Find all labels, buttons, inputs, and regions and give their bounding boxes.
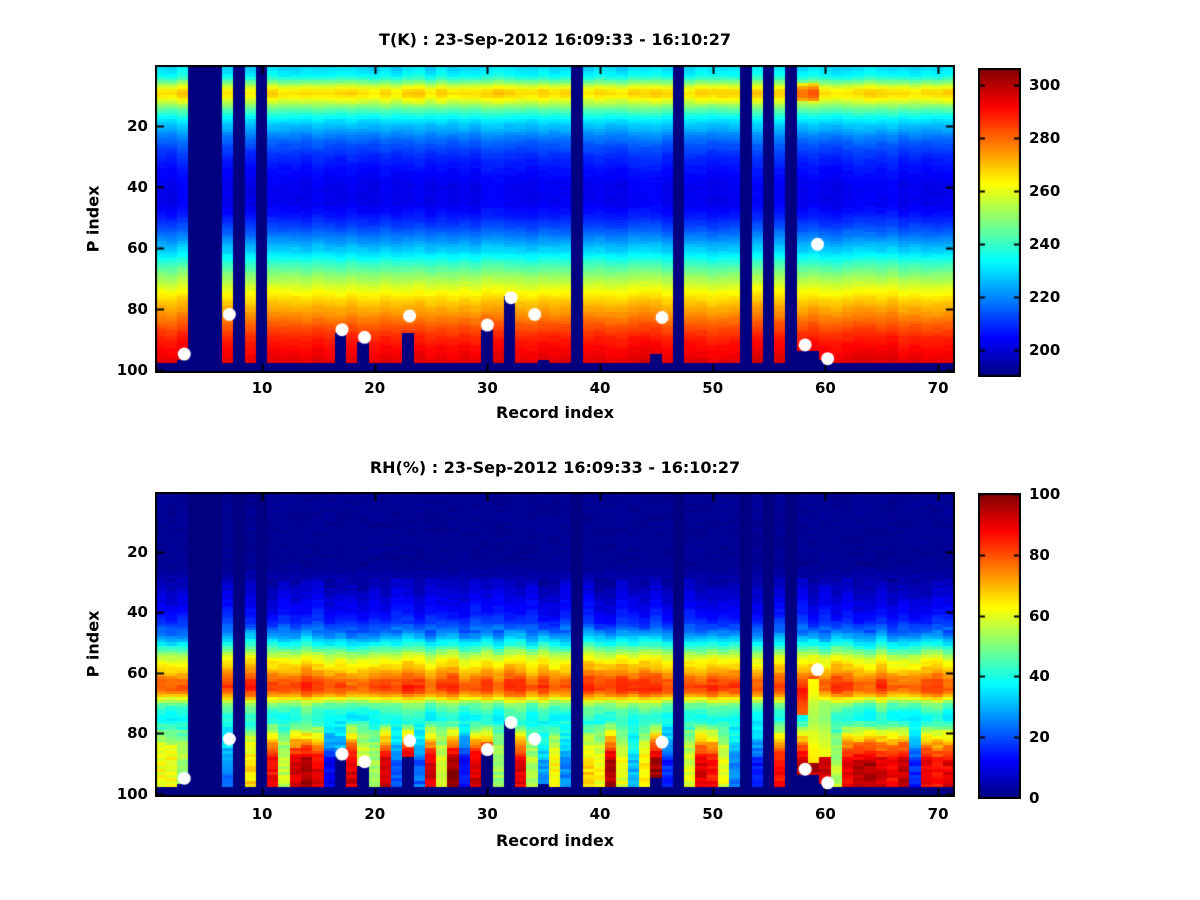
y-tick-label: 60 — [127, 663, 148, 682]
colorbar-tick-label: 220 — [1029, 287, 1061, 306]
colorbar-tick-label: 260 — [1029, 181, 1061, 200]
x-tick-label: 20 — [364, 379, 386, 397]
ylabel-rh: P index — [83, 610, 103, 678]
colorbar-tick-label: 200 — [1029, 340, 1061, 359]
x-tick-label: 70 — [927, 805, 949, 823]
colorbar-tick-label: 300 — [1029, 75, 1061, 94]
y-tick-label: 80 — [127, 299, 148, 318]
x-tick-label: 40 — [589, 379, 611, 397]
y-tick-label: 80 — [127, 724, 148, 743]
heatmap-canvas-rh — [155, 492, 955, 797]
colorbar-tick-label: 100 — [1029, 485, 1061, 503]
plot-title-temperature: T(K) : 23-Sep-2012 16:09:33 - 16:10:27 — [379, 30, 731, 49]
colorbar-tick-label: 0 — [1029, 789, 1040, 807]
y-tick-label: 20 — [127, 116, 148, 135]
x-tick-label: 10 — [251, 379, 273, 397]
colorbar-rh — [978, 493, 1021, 799]
x-tick-label: 50 — [702, 805, 724, 823]
colorbar-tick-label: 20 — [1029, 728, 1050, 747]
y-tick-label: 40 — [127, 177, 148, 196]
colorbar-tick-label: 240 — [1029, 234, 1061, 253]
colorbar-tick-label: 60 — [1029, 606, 1050, 625]
xlabel-rh: Record index — [495, 831, 615, 850]
y-tick-label: 100 — [116, 360, 148, 379]
x-tick-label: 50 — [702, 379, 724, 397]
xlabel-temperature: Record index — [495, 403, 615, 422]
y-tick-label: 40 — [127, 603, 148, 622]
x-tick-label: 60 — [814, 379, 836, 397]
y-tick-label: 60 — [127, 238, 148, 257]
x-tick-label: 10 — [251, 805, 273, 823]
colorbar-temperature — [978, 68, 1021, 377]
x-tick-label: 30 — [476, 805, 498, 823]
x-tick-label: 20 — [364, 805, 386, 823]
colorbar-tick-label: 80 — [1029, 545, 1050, 564]
x-tick-label: 40 — [589, 805, 611, 823]
x-tick-label: 60 — [814, 805, 836, 823]
y-tick-label: 20 — [127, 543, 148, 562]
x-tick-label: 30 — [476, 379, 498, 397]
colorbar-tick-label: 280 — [1029, 128, 1061, 147]
plot-title-rh: RH(%) : 23-Sep-2012 16:09:33 - 16:10:27 — [369, 458, 741, 477]
colorbar-tick-label: 40 — [1029, 667, 1050, 686]
ylabel-temperature: P index — [83, 185, 103, 253]
x-tick-label: 70 — [927, 379, 949, 397]
y-tick-label: 100 — [116, 784, 148, 803]
heatmap-canvas-temperature — [155, 65, 955, 373]
